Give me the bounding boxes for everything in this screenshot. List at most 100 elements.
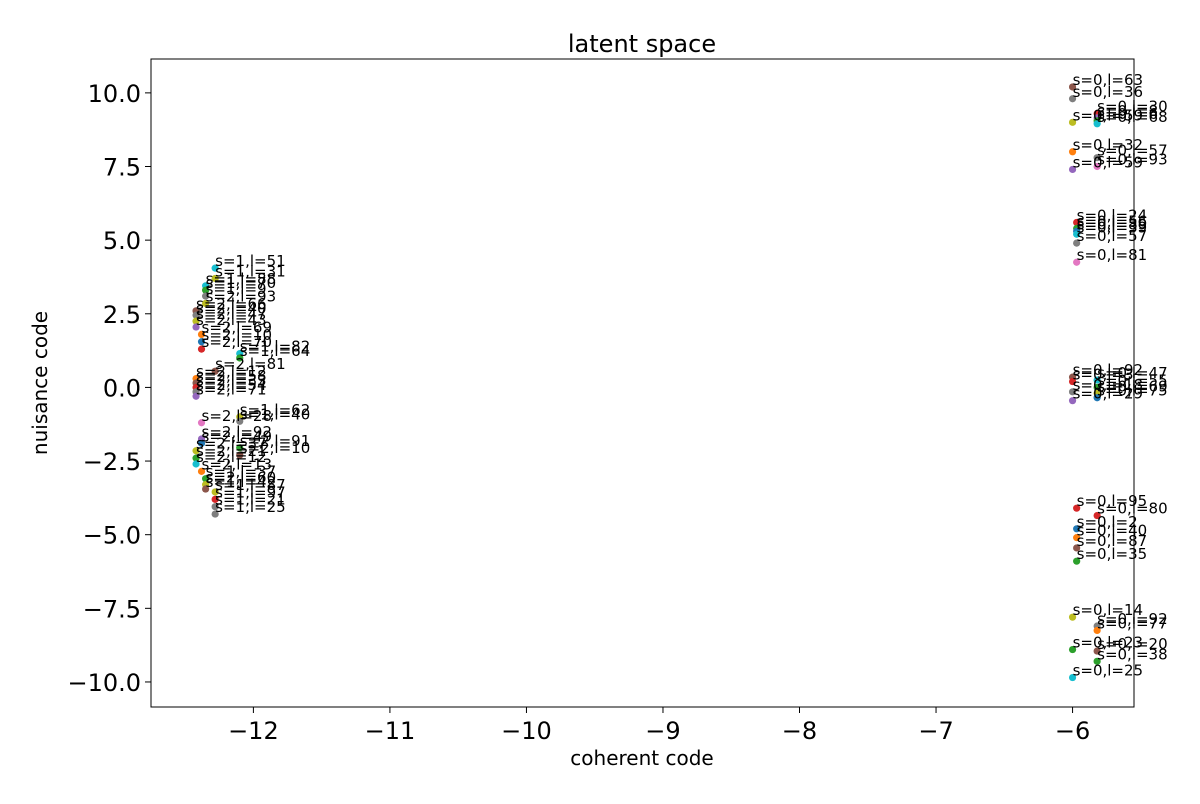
data-point <box>1068 95 1077 103</box>
data-point <box>1093 383 1101 392</box>
x-tick-label: −10 <box>501 717 552 745</box>
y-tick-label: −10.0 <box>67 669 141 697</box>
data-point <box>1093 162 1101 171</box>
point-label: s=0,l=36 <box>1073 83 1144 101</box>
point-label: s=0,l=25 <box>1073 662 1144 680</box>
point-label: s=1,l=87 <box>215 476 286 494</box>
data-point <box>1068 397 1077 405</box>
data-point <box>1068 673 1077 682</box>
point-label: s=0,l=35 <box>1077 545 1148 563</box>
data-point <box>197 439 206 447</box>
data-point <box>197 467 206 475</box>
point-label: s=2,l=69 <box>202 318 273 336</box>
data-point <box>1073 504 1081 512</box>
point-label: s=0,l=68 <box>1097 108 1168 126</box>
data-point <box>202 299 210 308</box>
point-labels: s=0,l=63s=0,l=36s=0,l=30s=0,l=8s=0,l=6s=… <box>196 71 1168 680</box>
point-label: s=0,l=24 <box>1077 206 1148 224</box>
point-label: s=2,l=92 <box>202 423 273 441</box>
point-label: s=0,l=39 <box>1077 218 1148 236</box>
data-point <box>1093 376 1101 384</box>
data-point <box>211 495 219 503</box>
data-point <box>1068 613 1077 621</box>
point-label: s=2,l=21 <box>196 442 267 460</box>
point-label: s=1,l=82 <box>240 338 311 356</box>
point-label: s=0,l=92 <box>1073 361 1144 379</box>
data-point <box>1073 544 1081 552</box>
point-label: s=0,l=8 <box>1097 102 1158 120</box>
y-tick-label: 2.5 <box>103 301 141 329</box>
data-point <box>1073 534 1081 542</box>
point-label: s=2,l=37 <box>196 435 267 453</box>
point-label: s=0,l=69 <box>1097 377 1168 395</box>
point-label: s=1,l=37 <box>206 463 277 481</box>
point-label: s=1,l=25 <box>215 498 286 516</box>
data-point <box>192 454 200 462</box>
point-label: s=2,l=54 <box>196 376 267 394</box>
data-point <box>192 311 200 319</box>
point-label: s=1,l=97 <box>215 483 286 501</box>
point-label: s=0,l=47 <box>1097 364 1168 382</box>
point-label: s=0,l=55 <box>1097 371 1168 389</box>
point-label: s=0,l=63 <box>1073 71 1144 89</box>
data-point <box>192 317 200 325</box>
y-tick-label: 7.5 <box>103 154 141 182</box>
data-points <box>192 83 1101 682</box>
x-tick-label: −6 <box>1055 717 1090 745</box>
point-label: s=2,l=66 <box>196 295 267 313</box>
data-point <box>1073 525 1081 533</box>
data-point <box>1093 154 1101 162</box>
point-label: s=0,l=6 <box>1097 105 1158 123</box>
point-label: s=2,l=12 <box>196 448 267 466</box>
data-point <box>1068 165 1077 174</box>
data-point <box>192 447 200 455</box>
point-label: s=1,l=88 <box>206 270 277 288</box>
point-label: s=0,l=14 <box>1073 601 1144 619</box>
point-label: s=0,l=89 <box>1077 215 1148 233</box>
point-label: s=0,l=2 <box>1077 513 1138 531</box>
point-label: s=0,l=38 <box>1097 645 1168 663</box>
y-tick-label: 5.0 <box>103 227 141 255</box>
point-label: s=0,l=23 <box>1073 634 1144 652</box>
point-label: s=2,l=13 <box>202 455 273 473</box>
data-point <box>192 392 200 400</box>
point-label: s=1,l=51 <box>215 252 286 270</box>
data-point <box>236 444 244 452</box>
point-label: s=0,l=93 <box>1097 151 1168 169</box>
data-point <box>236 451 244 459</box>
data-point <box>192 460 200 468</box>
point-label: s=2,l=91 <box>240 432 311 450</box>
point-label: s=0,l=20 <box>1097 635 1168 653</box>
data-point <box>202 485 210 493</box>
point-label: s=2,l=10 <box>240 439 311 457</box>
point-label: s=0,l=59 <box>1073 106 1144 124</box>
point-label: s=0,l=3 <box>1073 366 1134 384</box>
data-point <box>1068 645 1077 654</box>
x-tick-label: −11 <box>365 717 416 745</box>
chart-title: latent space <box>568 30 716 58</box>
axis-ticks: −12 −11 −10 −9 −8 −7 −6 −10.0 −7.5 −5.0 −2.5 0.0 2.5… <box>67 80 1090 745</box>
point-label: s=2,l=40 <box>196 299 267 317</box>
point-label: s=0,l=29 <box>1073 385 1144 403</box>
data-point <box>192 323 200 331</box>
point-label: s=1,l=64 <box>240 342 311 360</box>
data-point <box>236 417 244 425</box>
point-label: s=2,l=58 <box>196 367 267 385</box>
point-label: s=1,l=42 <box>206 473 277 491</box>
point-label: s=2,l=47 <box>196 305 267 323</box>
y-tick-label: 10.0 <box>88 80 141 108</box>
plot-area-frame <box>150 58 1135 708</box>
x-tick-label: −9 <box>645 717 680 745</box>
data-point <box>1093 657 1101 665</box>
data-point <box>1068 83 1077 91</box>
data-point <box>211 264 219 272</box>
data-point <box>1093 511 1101 520</box>
y-tick-label: −5.0 <box>83 522 141 550</box>
x-tick-label: −12 <box>228 717 279 745</box>
point-label: s=0,l=77 <box>1097 614 1168 632</box>
data-point <box>211 503 219 511</box>
point-label: s=0,l=40 <box>1077 522 1148 540</box>
y-tick-label: −2.5 <box>83 448 141 476</box>
point-label: s=2,l=12 <box>196 363 267 381</box>
